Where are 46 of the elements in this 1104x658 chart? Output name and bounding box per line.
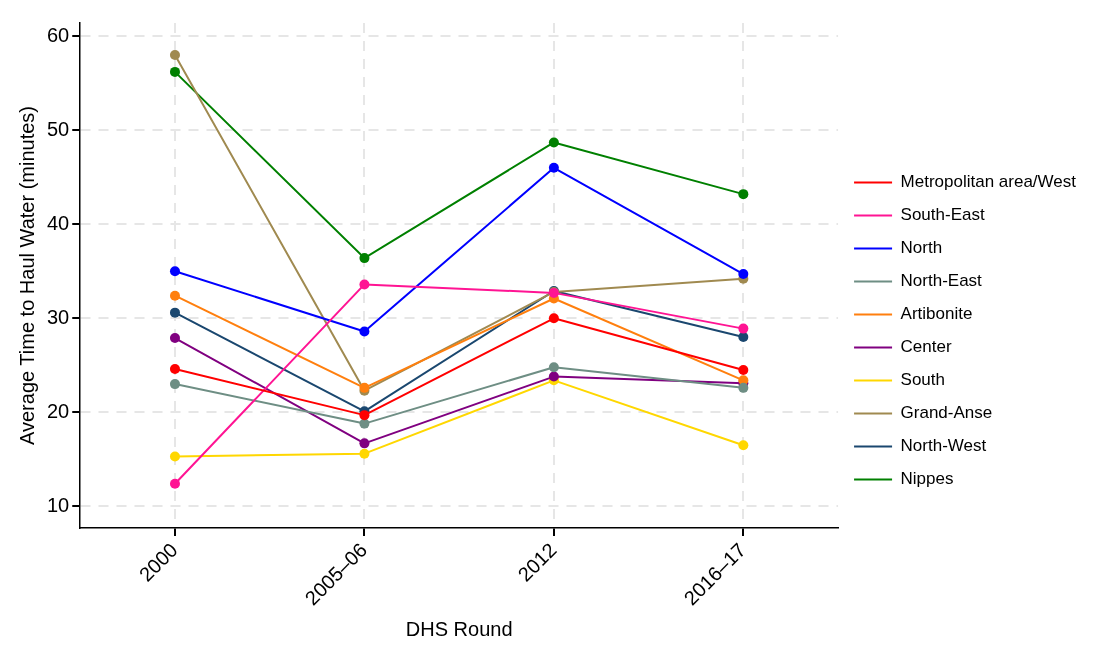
point bbox=[359, 326, 370, 337]
legend-label: North-West bbox=[900, 436, 987, 456]
y-tick-label: 30 bbox=[47, 305, 70, 328]
point bbox=[169, 478, 180, 489]
point bbox=[359, 410, 370, 421]
legend-label: Artibonite bbox=[900, 304, 973, 324]
point bbox=[359, 253, 370, 264]
legend-label: Center bbox=[900, 337, 952, 357]
point bbox=[169, 333, 180, 344]
point bbox=[359, 448, 370, 459]
point bbox=[169, 49, 180, 60]
legend-label: South-East bbox=[900, 205, 985, 225]
point bbox=[548, 313, 559, 324]
point bbox=[548, 362, 559, 373]
point bbox=[548, 137, 559, 148]
x-axis-title: DHS Round bbox=[405, 617, 513, 640]
point bbox=[169, 66, 180, 77]
legend-label: North bbox=[900, 238, 943, 258]
point bbox=[359, 438, 370, 449]
legend-label: South bbox=[900, 370, 945, 390]
point bbox=[548, 162, 559, 173]
point bbox=[738, 332, 749, 343]
point bbox=[169, 379, 180, 390]
point bbox=[169, 451, 180, 462]
point bbox=[738, 323, 749, 334]
point bbox=[169, 307, 180, 318]
y-tick-label: 60 bbox=[47, 23, 70, 46]
point bbox=[738, 189, 749, 200]
legend-label: Grand-Anse bbox=[900, 403, 993, 423]
point bbox=[738, 269, 749, 280]
y-tick-label: 10 bbox=[47, 493, 70, 516]
point bbox=[169, 364, 180, 375]
y-tick-label: 50 bbox=[47, 117, 70, 140]
legend-label: Metropolitan area/West bbox=[900, 172, 1077, 192]
point bbox=[738, 440, 749, 451]
point bbox=[359, 279, 370, 290]
y-tick-label: 20 bbox=[47, 399, 70, 422]
legend-label: North-East bbox=[900, 271, 983, 291]
point bbox=[738, 382, 749, 393]
y-tick-label: 40 bbox=[47, 211, 70, 234]
legend-label: Nippes bbox=[900, 469, 954, 489]
point bbox=[548, 371, 559, 382]
point bbox=[738, 364, 749, 375]
point bbox=[169, 290, 180, 301]
point bbox=[169, 266, 180, 277]
y-axis-title: Average Time to Haul Water (minutes) bbox=[15, 105, 38, 445]
